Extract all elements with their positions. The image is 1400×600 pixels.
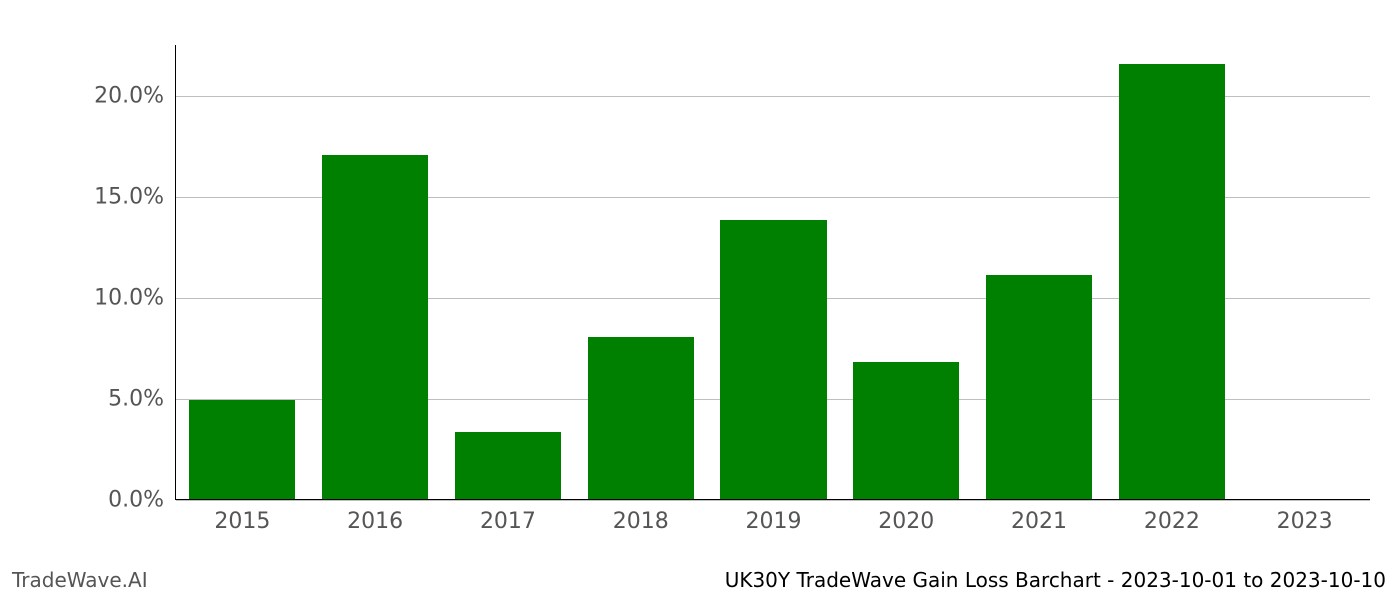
bar	[1119, 64, 1225, 499]
xtick-label: 2018	[613, 509, 669, 534]
xtick-label: 2017	[480, 509, 536, 534]
bar	[322, 155, 428, 499]
footer-right-caption: UK30Y TradeWave Gain Loss Barchart - 202…	[725, 568, 1386, 592]
bar	[588, 337, 694, 499]
xtick-label: 2016	[347, 509, 403, 534]
bar	[189, 400, 295, 499]
bar	[853, 362, 959, 500]
xtick-label: 2023	[1277, 509, 1333, 534]
bar	[986, 275, 1092, 499]
bar	[720, 220, 826, 499]
ytick-label: 0.0%	[108, 488, 164, 513]
xtick-label: 2020	[878, 509, 934, 534]
ytick-label: 10.0%	[94, 285, 164, 310]
figure: 0.0% 5.0% 10.0% 15.0% 20.0% 2015 2016 2017 2018 2…	[0, 0, 1400, 600]
ytick-label: 5.0%	[108, 386, 164, 411]
xtick-label: 2019	[746, 509, 802, 534]
xtick-label: 2015	[214, 509, 270, 534]
xtick-label: 2021	[1011, 509, 1067, 534]
bar	[455, 432, 561, 499]
plot-area: 0.0%5.0%10.0%15.0%20.0%20152016201720182…	[175, 45, 1370, 500]
footer-left-brand: TradeWave.AI	[12, 568, 148, 592]
gridline	[176, 500, 1370, 501]
xtick-label: 2022	[1144, 509, 1200, 534]
ytick-label: 15.0%	[94, 184, 164, 209]
ytick-label: 20.0%	[94, 83, 164, 108]
